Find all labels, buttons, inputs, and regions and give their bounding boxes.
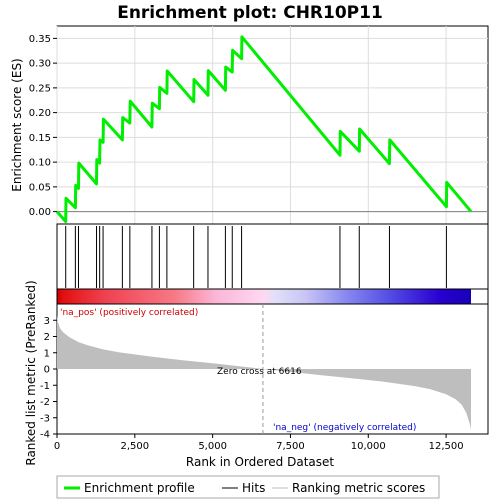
x-axis-label: Rank in Ordered Dataset: [186, 455, 334, 469]
enrichment-score-panel: 0.00 0.05 0.10 0.15 0.20 0.25 0.30 0.35 Enrichm…: [10, 25, 489, 225]
rm-y-axis-label: Ranked list metric (PreRanked): [24, 280, 38, 465]
hits-frame: [56, 223, 489, 290]
hit-lines: [65, 226, 447, 288]
es-y-tick-label: 0.05: [29, 182, 51, 193]
legend-label: Enrichment profile: [84, 481, 195, 495]
rm-y-tick-label: -3: [40, 413, 50, 424]
zero-cross-label: Zero cross at 6616: [217, 367, 302, 377]
rm-y-tick-label: 0: [44, 365, 50, 376]
x-tick-label: 2,500: [120, 441, 149, 452]
legend-label: Hits: [242, 481, 265, 495]
rm-y-tick-label: -1: [40, 381, 50, 392]
chart-title: Enrichment plot: CHR10P11: [117, 3, 383, 23]
es-y-tick-label: 0.25: [29, 83, 51, 94]
ranking-metric-area: [57, 315, 471, 430]
negative-correlation-label: 'na_neg' (negatively correlated): [273, 423, 416, 433]
es-y-axis-label: Enrichment score (ES): [10, 58, 24, 191]
rm-y-tick-label: 2: [44, 332, 50, 343]
legend: Enrichment profile Hits Ranking metric sco…: [56, 475, 440, 499]
x-tick-label: 5,000: [198, 441, 227, 452]
enrichment-profile-line: [55, 35, 473, 223]
es-y-tick-label: 0.00: [29, 207, 51, 218]
es-y-ticks: 0.00 0.05 0.10 0.15 0.20 0.25 0.30 0.35: [29, 34, 57, 218]
positive-correlation-label: 'na_pos' (positively correlated): [60, 308, 198, 318]
x-axis-ticks: 0 2,500 5,000 7,500 10,000 12,500: [54, 434, 464, 452]
x-tick-label: 10,000: [351, 441, 386, 452]
rm-y-tick-label: -2: [40, 397, 50, 408]
x-tick-label: 0: [54, 441, 60, 452]
x-tick-label: 12,500: [429, 441, 464, 452]
rm-y-tick-label: 1: [44, 348, 50, 359]
x-tick-label: 7,500: [276, 441, 305, 452]
ranked-metric-panel: -4 -3 -2 -1 0 1 2 3 'na_pos' (positively correl…: [24, 280, 489, 466]
rm-y-tick-label: -4: [40, 430, 50, 441]
es-y-tick-label: 0.20: [29, 108, 51, 119]
ranked-list-heatbar: [57, 289, 471, 304]
legend-label: Ranking metric scores: [292, 481, 425, 495]
es-y-tick-label: 0.15: [29, 133, 51, 144]
es-y-tick-label: 0.10: [29, 158, 51, 169]
es-y-tick-label: 0.35: [29, 34, 51, 45]
es-plot-frame: [56, 25, 489, 225]
rm-y-tick-label: 3: [44, 316, 50, 327]
rm-y-ticks: -4 -3 -2 -1 0 1 2 3: [40, 316, 57, 441]
legend-frame: [56, 475, 440, 499]
hits-panel: [56, 223, 489, 290]
es-y-tick-label: 0.30: [29, 59, 51, 70]
